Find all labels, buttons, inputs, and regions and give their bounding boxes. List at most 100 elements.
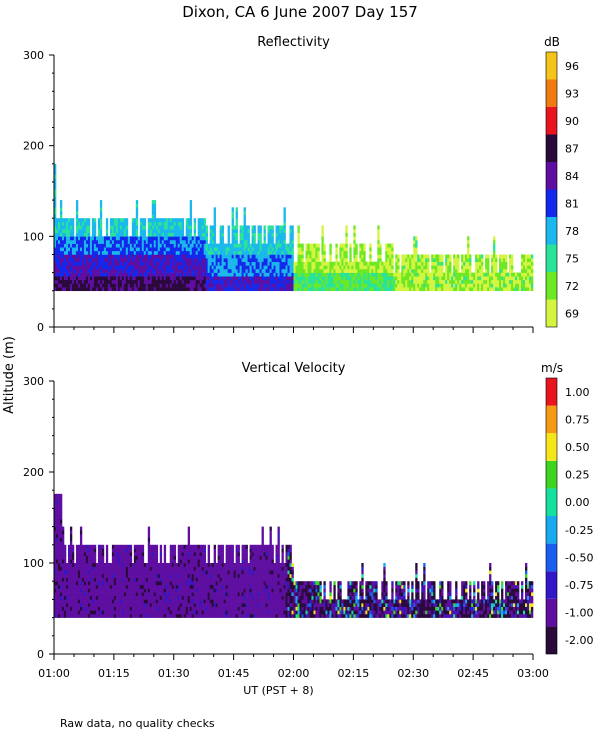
velocity-cell bbox=[61, 603, 65, 607]
reflectivity-cell bbox=[131, 283, 135, 288]
reflectivity-cell bbox=[253, 236, 256, 241]
velocity-cell bbox=[91, 610, 95, 615]
velocity-cell bbox=[54, 504, 57, 509]
reflectivity-cell bbox=[377, 232, 380, 237]
reflectivity-cell bbox=[105, 239, 109, 244]
reflectivity-cell bbox=[141, 265, 145, 270]
velocity-cell bbox=[69, 595, 73, 600]
reflectivity-cell bbox=[421, 283, 424, 288]
velocity-cell bbox=[95, 581, 99, 586]
reflectivity-cell bbox=[165, 250, 169, 255]
velocity-cell bbox=[161, 581, 165, 586]
reflectivity-cell bbox=[319, 272, 322, 277]
reflectivity-cell bbox=[235, 221, 238, 226]
reflectivity-cell bbox=[239, 232, 242, 237]
reflectivity-cell bbox=[521, 254, 524, 259]
reflectivity-cell bbox=[191, 254, 195, 259]
reflectivity-cell bbox=[67, 239, 71, 244]
reflectivity-cell bbox=[421, 258, 424, 263]
velocity-cell bbox=[167, 599, 171, 604]
reflectivity-cell bbox=[357, 279, 360, 284]
reflectivity-cell bbox=[283, 239, 286, 244]
reflectivity-cell bbox=[179, 243, 183, 248]
reflectivity-cell bbox=[211, 268, 214, 273]
velocity-cell bbox=[63, 563, 67, 567]
reflectivity-cell bbox=[419, 283, 422, 288]
reflectivity-cell bbox=[89, 287, 93, 292]
reflectivity-cell bbox=[175, 232, 179, 237]
reflectivity-cell bbox=[409, 265, 412, 270]
reflectivity-cell bbox=[209, 258, 212, 263]
reflectivity-cell bbox=[431, 272, 434, 277]
reflectivity-cell bbox=[239, 225, 242, 230]
velocity-cell bbox=[189, 595, 193, 600]
reflectivity-cell bbox=[61, 225, 65, 230]
reflectivity-cell bbox=[77, 247, 81, 252]
reflectivity-cell bbox=[447, 254, 450, 259]
reflectivity-cell bbox=[165, 254, 169, 259]
reflectivity-cell bbox=[193, 287, 197, 292]
reflectivity-cell bbox=[421, 268, 424, 273]
velocity-cell bbox=[89, 613, 93, 618]
reflectivity-cell bbox=[105, 243, 109, 248]
reflectivity-cell bbox=[427, 287, 430, 292]
reflectivity-cell bbox=[455, 254, 458, 259]
reflectivity-cell bbox=[213, 268, 216, 273]
reflectivity-cell bbox=[375, 287, 378, 292]
reflectivity-cell bbox=[54, 268, 57, 273]
velocity-cell bbox=[67, 606, 71, 611]
reflectivity-cell bbox=[111, 232, 115, 237]
reflectivity-cell bbox=[75, 221, 79, 226]
reflectivity-cell bbox=[235, 279, 238, 284]
reflectivity-cell bbox=[307, 283, 310, 288]
reflectivity-cell bbox=[99, 258, 103, 263]
velocity-cell bbox=[147, 552, 151, 557]
reflectivity-cell bbox=[147, 243, 151, 248]
reflectivity-cell bbox=[125, 247, 129, 252]
velocity-cell bbox=[117, 570, 121, 575]
reflectivity-cell bbox=[181, 254, 185, 259]
velocity-cell bbox=[117, 595, 121, 600]
reflectivity-cell bbox=[361, 272, 364, 277]
reflectivity-cell bbox=[145, 272, 149, 277]
reflectivity-cell bbox=[289, 232, 292, 237]
velocity-cell bbox=[71, 566, 75, 571]
reflectivity-cell bbox=[211, 232, 214, 237]
reflectivity-cell bbox=[289, 243, 292, 248]
reflectivity-cell bbox=[259, 236, 262, 241]
velocity-cell bbox=[111, 559, 115, 564]
reflectivity-cell bbox=[173, 232, 177, 237]
velocity-cell bbox=[75, 599, 79, 604]
reflectivity-cell bbox=[117, 229, 121, 234]
reflectivity-cell bbox=[91, 243, 95, 248]
reflectivity-cell bbox=[301, 254, 304, 259]
reflectivity-cell bbox=[213, 287, 216, 292]
reflectivity-cell bbox=[56, 229, 59, 234]
reflectivity-cell bbox=[317, 268, 320, 273]
velocity-cell bbox=[125, 592, 129, 597]
reflectivity-cell bbox=[249, 279, 252, 284]
reflectivity-cell bbox=[175, 272, 179, 277]
reflectivity-cell bbox=[287, 265, 290, 270]
reflectivity-cell bbox=[289, 287, 292, 292]
reflectivity-cell bbox=[57, 276, 61, 281]
reflectivity-cell bbox=[367, 261, 370, 266]
velocity-cell bbox=[93, 566, 97, 571]
reflectivity-cell bbox=[67, 236, 71, 241]
velocity-cell bbox=[56, 548, 59, 553]
reflectivity-cell bbox=[165, 243, 169, 248]
reflectivity-cell bbox=[67, 272, 71, 277]
reflectivity-cell bbox=[85, 279, 89, 284]
velocity-cell bbox=[187, 595, 191, 600]
reflectivity-cell bbox=[165, 232, 169, 237]
reflectivity-cell bbox=[165, 261, 169, 266]
velocity-cell bbox=[65, 584, 69, 589]
velocity-cell bbox=[87, 552, 91, 557]
velocity-cell bbox=[61, 526, 65, 531]
reflectivity-cell bbox=[209, 276, 212, 281]
reflectivity-cell bbox=[467, 236, 470, 241]
reflectivity-cell bbox=[179, 272, 183, 277]
reflectivity-cell bbox=[339, 243, 342, 248]
reflectivity-cell bbox=[167, 236, 171, 241]
velocity-cell bbox=[56, 533, 59, 538]
